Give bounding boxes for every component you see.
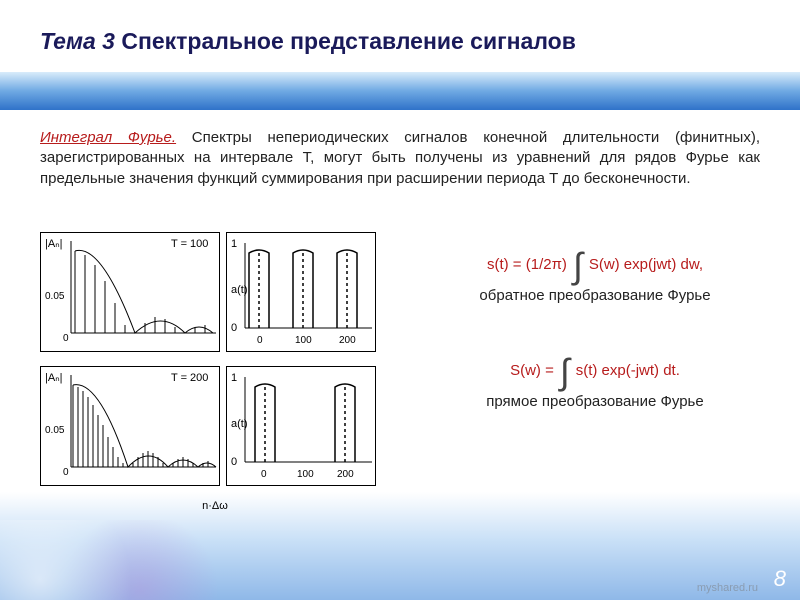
signal1-pulses [249,250,357,328]
signal2-xt0: 0 [261,469,267,480]
watermark: myshared.ru [697,582,758,594]
slide-title: Тема 3 Спектральное представление сигнал… [40,28,760,55]
header-accent-band [0,72,800,110]
formula2-label: прямое преобразование Фурье [420,393,770,410]
intro-paragraph: Интеграл Фурье. Спектры непериодических … [40,128,760,189]
spectrum2-zero: 0 [63,467,69,478]
spectrum1-T-label: T = 100 [171,238,208,250]
spectrum2-ytick: 0.05 [45,425,65,436]
signal2-pulses [255,384,355,462]
formula1-lhs: s(t) = (1/2π) [487,256,567,273]
footer-decor [0,520,260,600]
spectrum-svg-1: |Aₙ| T = 100 0.05 0 [41,233,221,353]
signal-svg-2: 1 a(t) 0 0 100 200 [227,367,377,487]
signal1-xt1: 100 [295,335,312,346]
title-main: Спектральное представление сигналов [121,28,576,54]
signal1-xt2: 200 [339,335,356,346]
formula-row-1: s(t) = (1/2π) ∫ S(w) exp(jwt) dw, обратн… [420,250,770,304]
signal1-ytick1: 1 [231,238,237,250]
formula2-lhs: S(w) = [510,362,554,379]
spectrum2-T-label: T = 200 [171,372,208,384]
formula-direct: S(w) = ∫ s(t) exp(-jwt) dt. [420,356,770,385]
formula-inverse: s(t) = (1/2π) ∫ S(w) exp(jwt) dw, [420,250,770,279]
spectrum-x-caption: n·Δω [40,500,390,512]
integral-icon: ∫ [573,252,583,281]
spectrum1-envelope [75,250,213,333]
spectrum-plot-1: |Aₙ| T = 100 0.05 0 [40,232,220,352]
spectrum1-zero: 0 [63,333,69,344]
integral-icon: ∫ [560,358,570,387]
chart-row-2: |Aₙ| T = 200 0.05 0 [40,366,390,486]
formula1-rhs: S(w) exp(jwt) dw, [589,256,703,273]
spectrum2-ylabel: |Aₙ| [45,372,62,384]
spectrum2-envelope [73,385,216,467]
formula1-label: обратное преобразование Фурье [420,287,770,304]
charts-column: |Aₙ| T = 100 0.05 0 [40,232,390,512]
signal-plot-1: 1 a(t) 0 0 100 20 [226,232,376,352]
signal1-ytick0: 0 [231,322,237,334]
formula-row-2: S(w) = ∫ s(t) exp(-jwt) dt. прямое преоб… [420,356,770,410]
formulas-block: s(t) = (1/2π) ∫ S(w) exp(jwt) dw, обратн… [420,250,770,432]
paragraph-lead: Интеграл Фурье. [40,129,176,146]
spectrum1-ytick: 0.05 [45,291,65,302]
spectrum-plot-2: |Aₙ| T = 200 0.05 0 [40,366,220,486]
signal2-ytick1: 1 [231,372,237,384]
spectrum2-stems [73,385,208,467]
page-number: 8 [774,566,786,592]
signal2-xt2: 200 [337,469,354,480]
title-prefix: Тема 3 [40,28,121,54]
slide: Тема 3 Спектральное представление сигнал… [0,0,800,600]
formula2-rhs: s(t) exp(-jwt) dt. [576,362,680,379]
signal1-xt0: 0 [257,335,263,346]
spectrum1-ylabel: |Aₙ| [45,238,62,250]
spectrum-svg-2: |Aₙ| T = 200 0.05 0 [41,367,221,487]
signal-plot-2: 1 a(t) 0 0 100 200 [226,366,376,486]
chart-row-1: |Aₙ| T = 100 0.05 0 [40,232,390,352]
signal-svg-1: 1 a(t) 0 0 100 20 [227,233,377,353]
spectrum1-stems [75,251,205,333]
signal2-ytick0: 0 [231,456,237,468]
signal2-xt1: 100 [297,469,314,480]
